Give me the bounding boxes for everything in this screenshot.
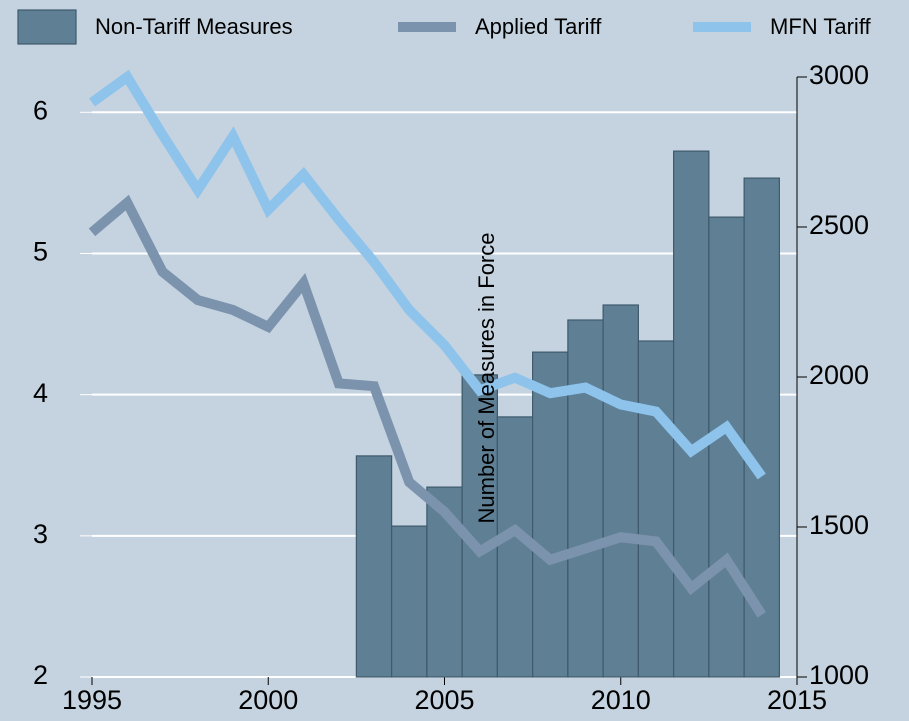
legend-label: MFN Tariff [770,14,872,39]
y2-tick-label: 1500 [809,510,869,540]
x-tick-label: 2005 [414,685,474,715]
y2-tick-label: 2500 [809,210,869,240]
legend-swatch [17,9,77,45]
bar [532,351,569,678]
y-tick-label: 2 [33,660,48,690]
plot-area: 2 3 4 5 6 1000 1500 2000 2500 3000 1995 2000 2005 201… [33,60,869,715]
legend-label: Applied Tariff [475,14,602,39]
y-tick-label: 6 [33,95,48,125]
y2-tick-label: 1000 [809,660,869,690]
y2-tick-label: 3000 [809,60,869,90]
x-tick-label: 1995 [62,685,122,715]
x-tick-label: 2010 [591,685,651,715]
y2-axis-label: Number of Measures in Force [474,233,499,524]
bar [496,416,534,678]
bar [637,340,675,678]
bar [567,319,604,678]
bar [461,374,498,678]
y-tick-label: 3 [33,519,48,549]
legend-label: Non-Tariff Measures [95,14,293,39]
bar [355,455,393,678]
line [89,69,766,480]
line [88,194,766,618]
x-tick-label: 2015 [767,685,827,715]
bar [391,525,428,678]
x-tick-label: 2000 [238,685,298,715]
bar [602,304,639,678]
y-tick-label: 5 [33,237,48,267]
y2-tick-label: 2000 [809,360,869,390]
bar [673,150,710,678]
y-tick-label: 4 [33,378,48,408]
